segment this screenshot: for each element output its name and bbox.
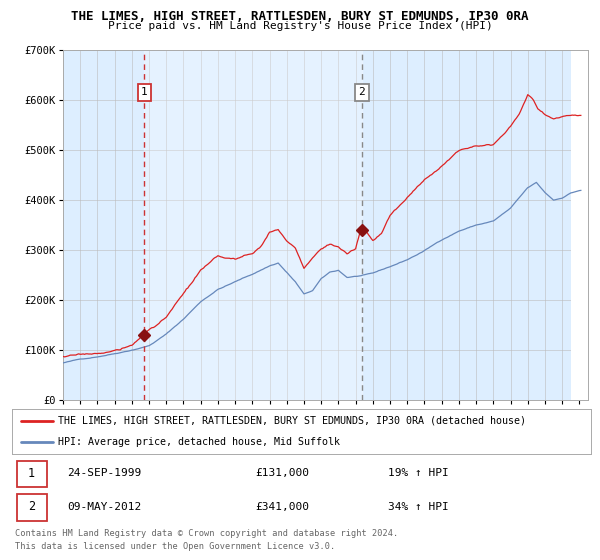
Text: This data is licensed under the Open Government Licence v3.0.: This data is licensed under the Open Gov… [15,542,335,550]
Text: 34% ↑ HPI: 34% ↑ HPI [388,502,449,512]
Text: 09-MAY-2012: 09-MAY-2012 [67,502,141,512]
Bar [145,50,362,400]
Text: 1: 1 [141,87,148,97]
Text: £131,000: £131,000 [255,468,309,478]
FancyBboxPatch shape [17,460,47,487]
Text: THE LIMES, HIGH STREET, RATTLESDEN, BURY ST EDMUNDS, IP30 0RA: THE LIMES, HIGH STREET, RATTLESDEN, BURY… [71,10,529,23]
Text: 2: 2 [358,87,365,97]
Text: HPI: Average price, detached house, Mid Suffolk: HPI: Average price, detached house, Mid … [58,436,340,446]
Text: THE LIMES, HIGH STREET, RATTLESDEN, BURY ST EDMUNDS, IP30 0RA (detached house): THE LIMES, HIGH STREET, RATTLESDEN, BURY… [58,416,526,426]
Text: 24-SEP-1999: 24-SEP-1999 [67,468,141,478]
Text: Contains HM Land Registry data © Crown copyright and database right 2024.: Contains HM Land Registry data © Crown c… [15,529,398,538]
Text: 1: 1 [28,466,35,480]
Text: 2: 2 [28,500,35,514]
Bar [571,50,588,400]
Text: Price paid vs. HM Land Registry's House Price Index (HPI): Price paid vs. HM Land Registry's House … [107,21,493,31]
Text: £341,000: £341,000 [255,502,309,512]
Text: 19% ↑ HPI: 19% ↑ HPI [388,468,449,478]
FancyBboxPatch shape [17,494,47,521]
